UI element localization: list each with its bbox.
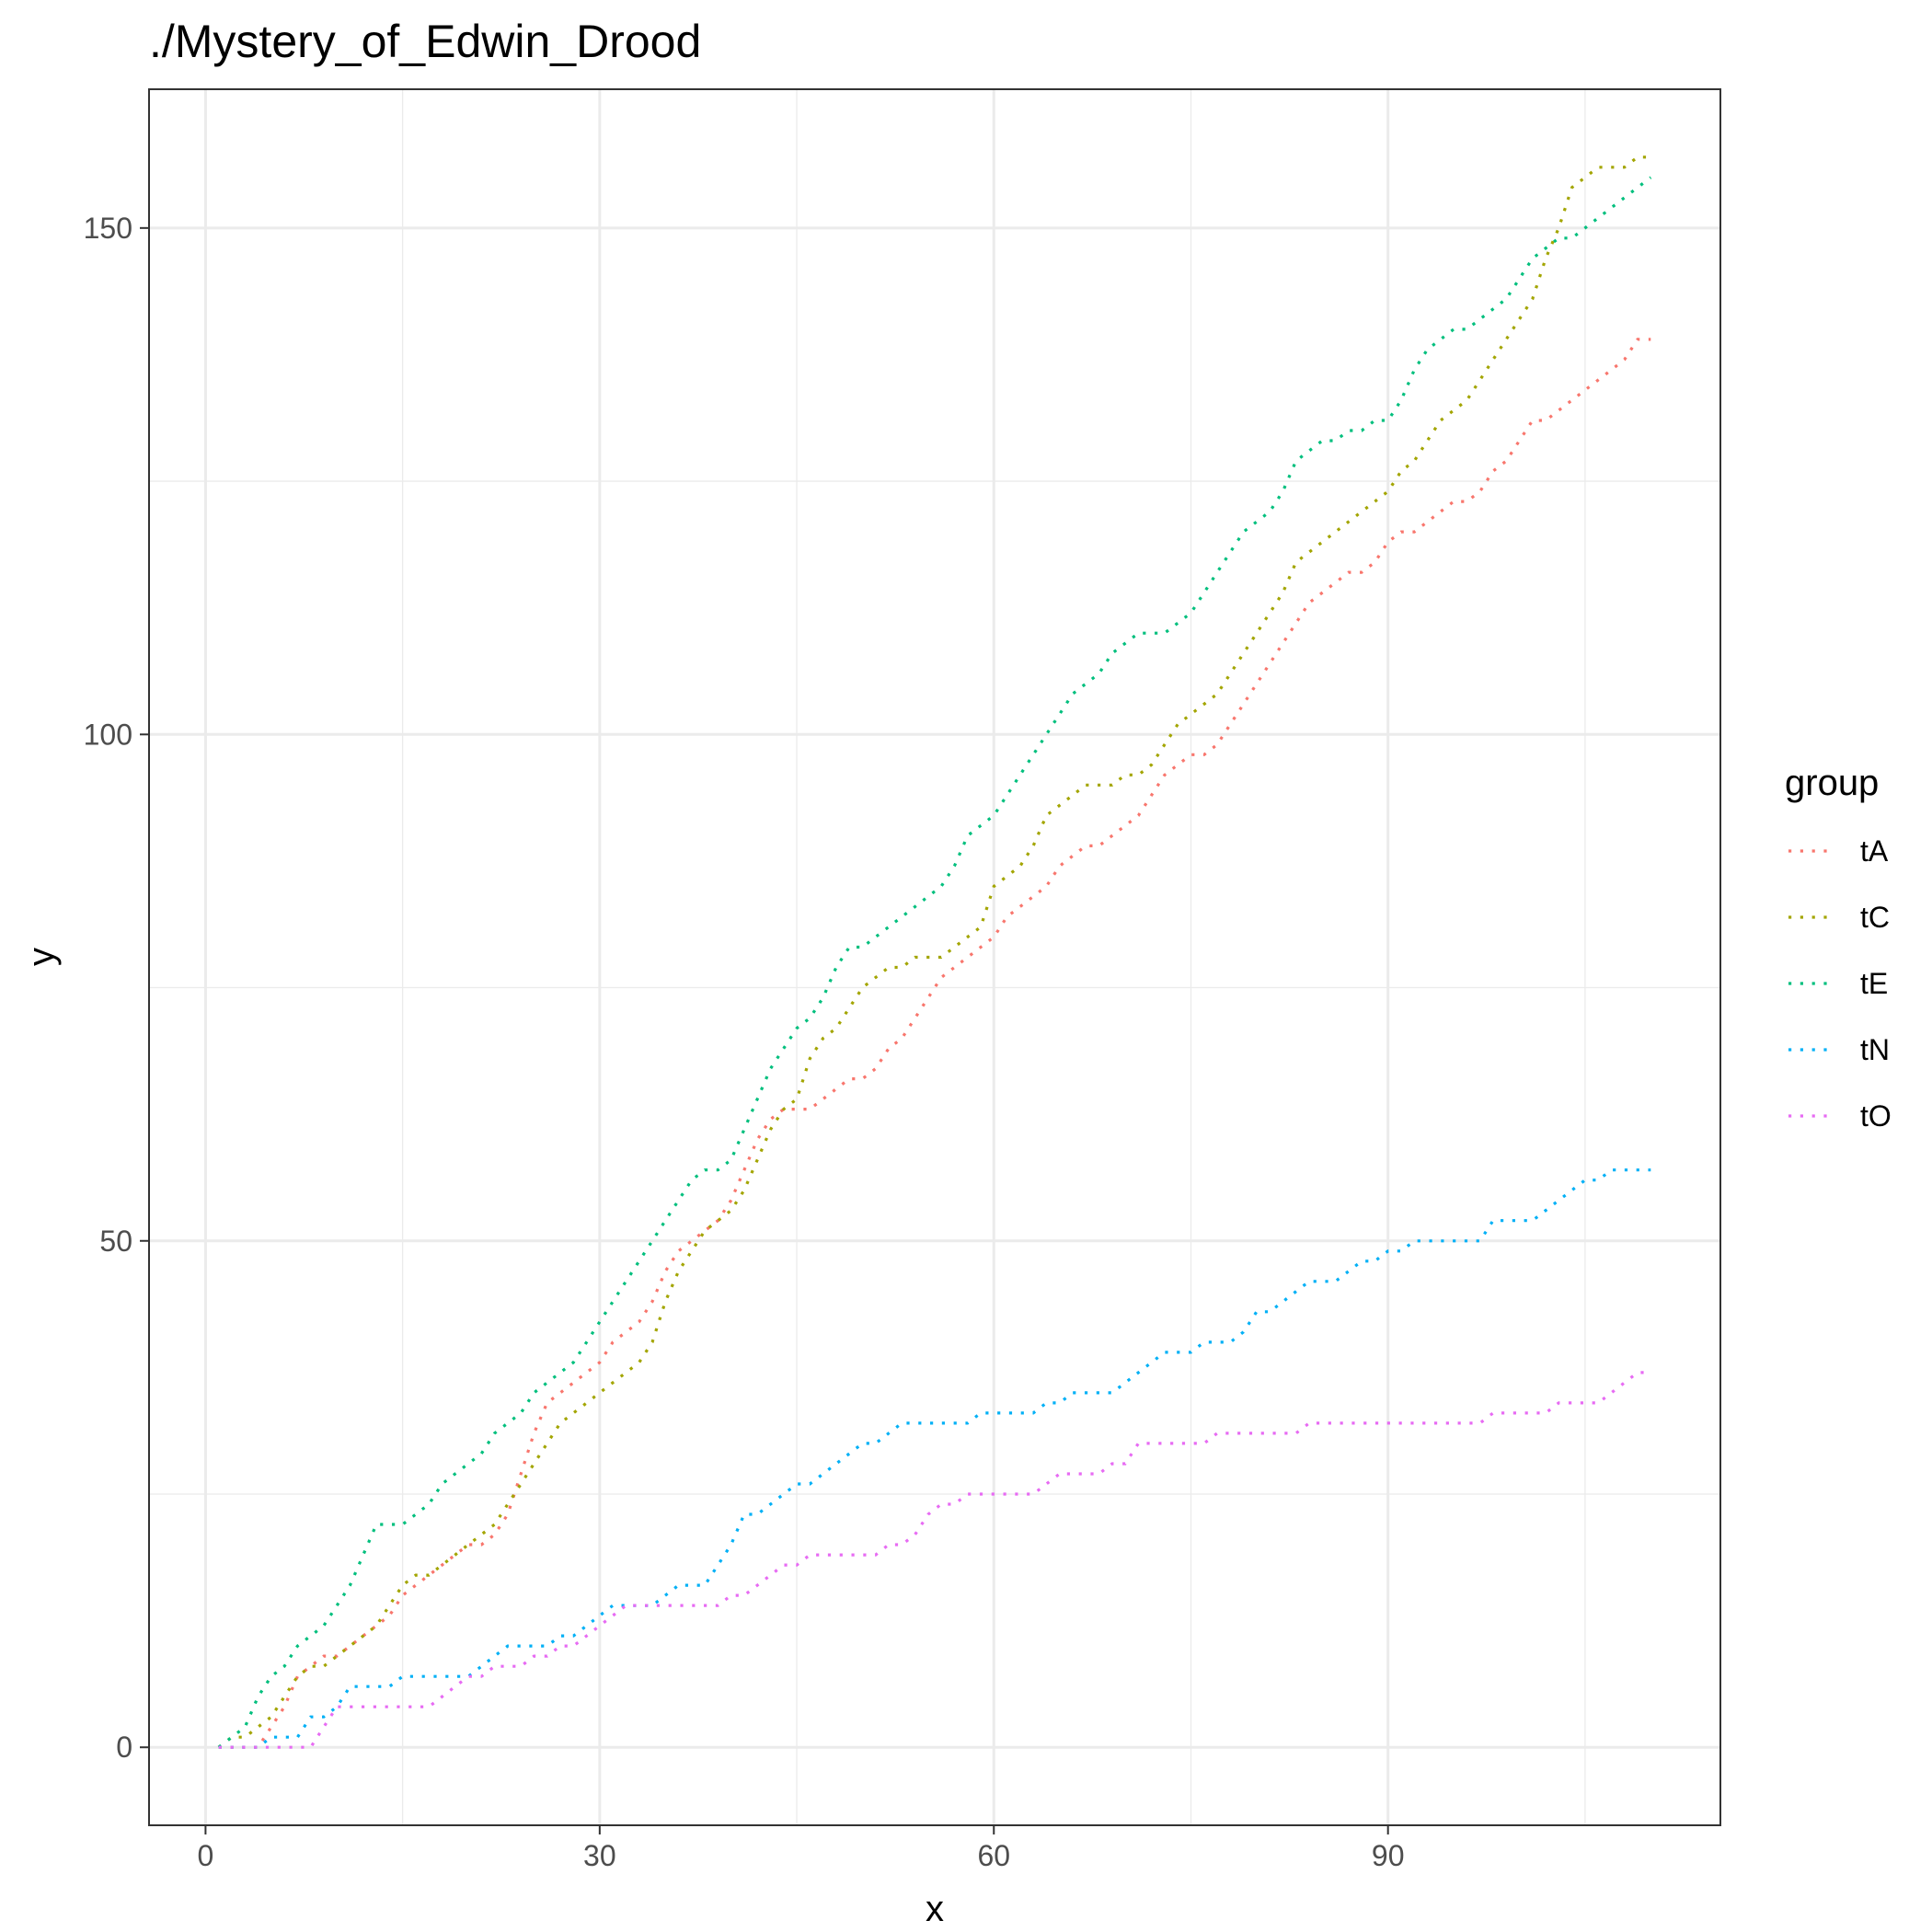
x-axis: 0 30 60 90 [198, 1825, 1405, 1872]
series-line-tO [218, 1371, 1651, 1749]
y-axis-title: y [21, 948, 62, 966]
legend-label-tA: tA [1860, 834, 1889, 868]
legend-label-tO: tO [1860, 1099, 1892, 1133]
x-axis-title: x [926, 1889, 944, 1929]
series-layer [217, 155, 1652, 1749]
y-tick-label: 50 [99, 1225, 132, 1258]
y-tick-label: 100 [84, 718, 132, 751]
chart-title: ./Mystery_of_Edwin_Drood [149, 16, 701, 67]
y-tick-label: 0 [116, 1731, 132, 1764]
legend-label-tE: tE [1860, 967, 1888, 1000]
series-line-tN [218, 1168, 1651, 1749]
x-tick-label: 60 [977, 1839, 1010, 1872]
legend-title: group [1785, 763, 1879, 803]
legend: group tA tC tE tN tO [1785, 763, 1892, 1133]
x-tick-label: 0 [198, 1839, 214, 1872]
panel-border [148, 88, 1721, 1826]
y-tick-label: 150 [84, 212, 132, 245]
grid-major [149, 89, 1720, 1825]
y-axis: 0 50 100 150 [84, 212, 149, 1764]
legend-label-tN: tN [1860, 1033, 1890, 1066]
x-tick-label: 30 [583, 1839, 616, 1872]
legend-label-tC: tC [1860, 901, 1890, 934]
plot-panel [148, 88, 1721, 1826]
grid-minor [149, 89, 1720, 1825]
x-tick-label: 90 [1372, 1839, 1405, 1872]
legend-items: tA tC tE tN tO [1788, 834, 1892, 1133]
